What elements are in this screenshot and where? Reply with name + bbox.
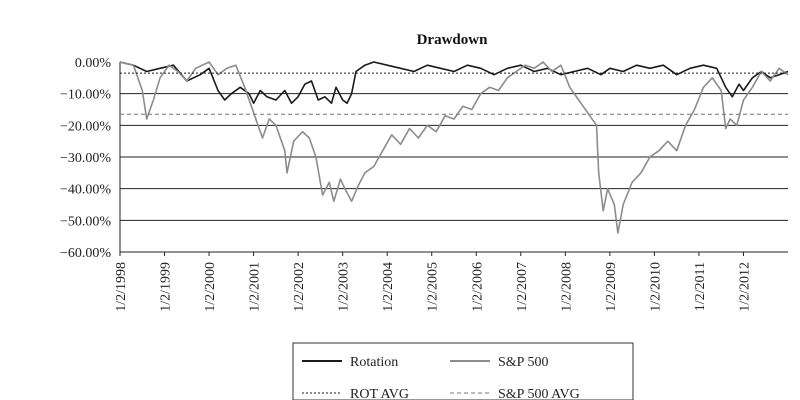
legend-label-rot-avg: ROT AVG — [350, 387, 409, 400]
x-tick-label-9: 1/2/2007 — [515, 262, 530, 312]
x-tick-label-4: 1/2/2002 — [292, 262, 307, 312]
x-tick-label-8: 1/2/2006 — [470, 262, 485, 312]
chart-title: Drawdown — [417, 32, 488, 48]
x-tick-label-5: 1/2/2003 — [337, 262, 352, 312]
x-tick-label-12: 1/2/2010 — [648, 262, 663, 312]
series-line-s-p-500 — [119, 61, 789, 234]
y-tick-label-5: −50.00% — [60, 214, 111, 229]
x-tick-label-13: 1/2/2011 — [693, 262, 708, 311]
y-tick-label-6: −60.00% — [60, 246, 111, 261]
x-tick-label-3: 1/2/2001 — [248, 262, 263, 312]
x-tick-label-10: 1/2/2008 — [559, 262, 574, 312]
y-tick-label-0: 0.00% — [75, 56, 112, 71]
y-tick-label-4: −40.00% — [60, 183, 111, 198]
legend-label-rotation: Rotation — [350, 355, 398, 370]
x-tick-label-14: 1/2/2012 — [737, 262, 752, 312]
y-tick-label-1: −10.00% — [60, 88, 111, 103]
legend: Rotation S&P 500 ROT AVG S&P 500 AVG — [292, 342, 634, 400]
legend-label-sp500: S&P 500 — [498, 355, 548, 370]
x-tick-label-11: 1/2/2009 — [604, 262, 619, 312]
x-tick-label-2: 1/2/2000 — [203, 262, 218, 312]
plot-area: 0.00% −10.00% −20.00% −30.00% −40.00% −50.00%… — [60, 56, 789, 312]
x-tick-label-6: 1/2/2004 — [381, 262, 396, 312]
series-line-rotation — [119, 61, 789, 104]
legend-label-sp500-avg: S&P 500 AVG — [498, 387, 580, 400]
y-tick-label-3: −30.00% — [60, 151, 111, 166]
x-tick-label-1: 1/2/1999 — [159, 262, 174, 312]
x-tick-label-7: 1/2/2005 — [426, 262, 441, 312]
x-tick-label-0: 1/2/1998 — [114, 262, 129, 312]
y-tick-label-2: −20.00% — [60, 119, 111, 134]
